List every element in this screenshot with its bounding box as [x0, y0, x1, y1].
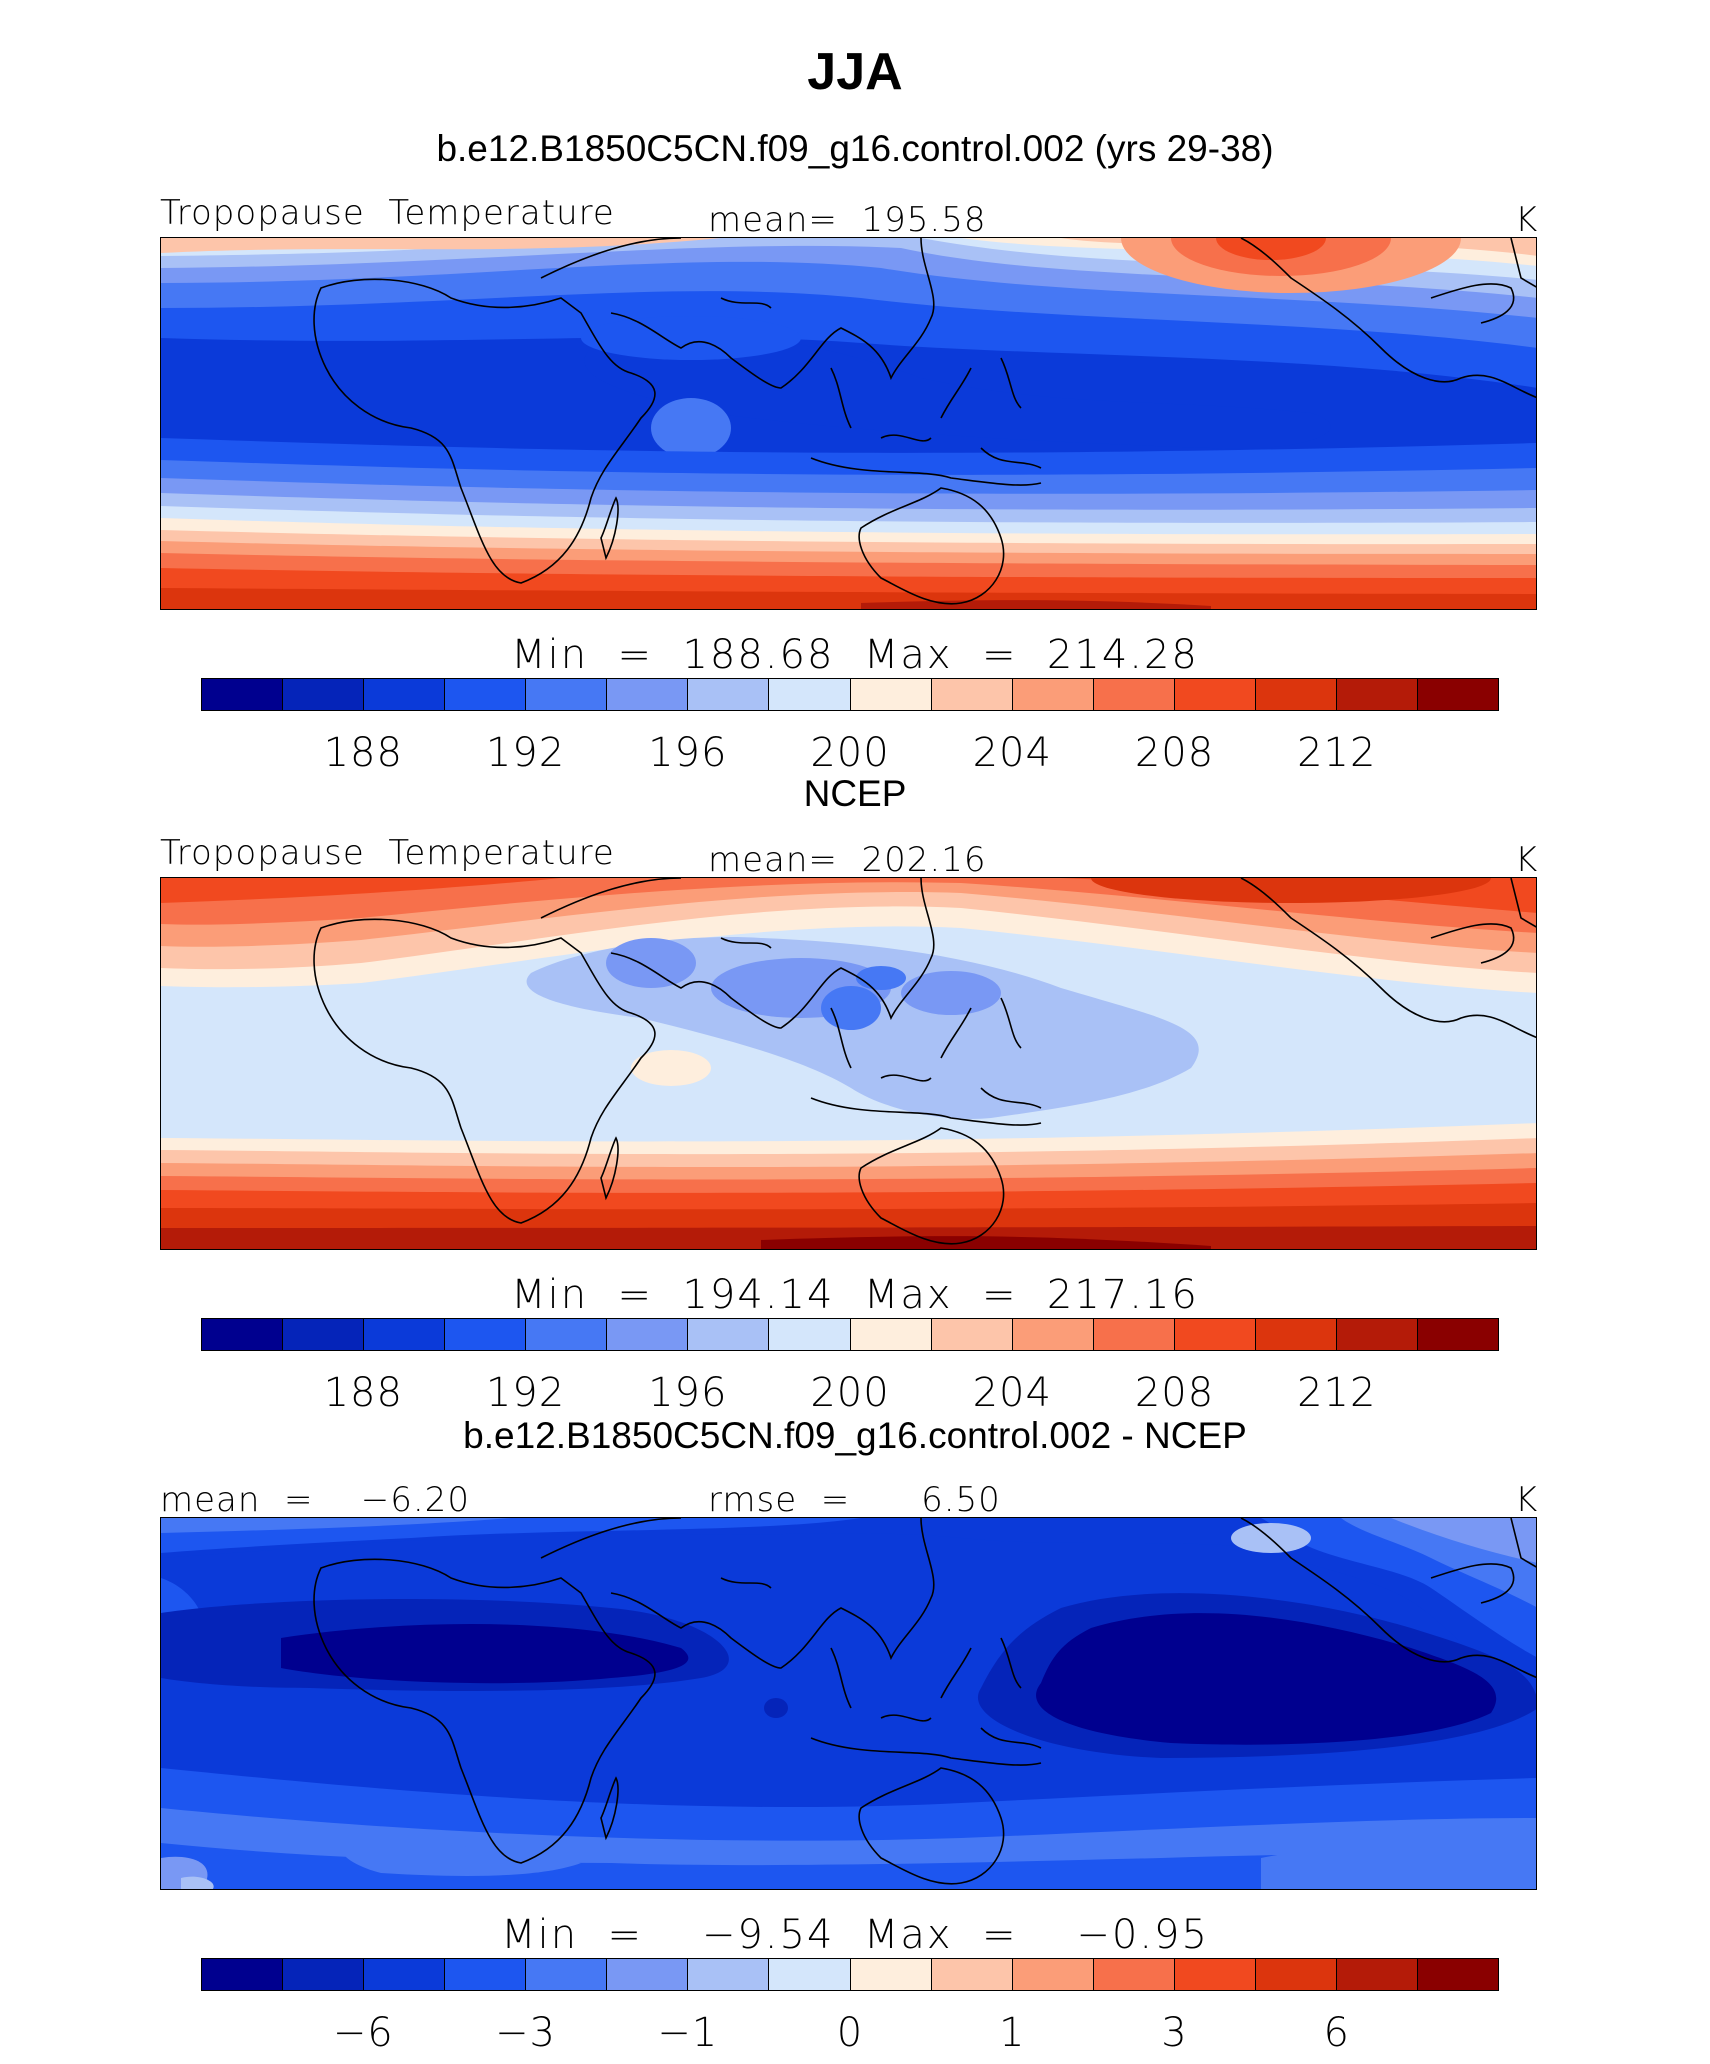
colorbar-swatch	[850, 1319, 932, 1350]
colorbar-swatch	[202, 1959, 284, 1990]
colorbar-swatch	[1174, 679, 1256, 710]
colorbar-tick-label: 6	[1323, 2010, 1350, 2056]
colorbar-swatch	[607, 679, 689, 710]
panel-diff-minmax: Min = −9.54 Max = −0.95	[501, 1912, 1209, 1958]
colorbar-tick-label: 212	[1297, 730, 1377, 776]
colorbar-swatch	[202, 1319, 284, 1350]
colorbar-swatch	[769, 1959, 851, 1990]
colorbar-tick-label: −6	[332, 2010, 394, 2056]
colorbar-swatch	[1012, 679, 1094, 710]
colorbar-tick-label: 208	[1134, 730, 1215, 776]
colorbar-swatch	[931, 679, 1013, 710]
panel-obs-case-title: NCEP	[803, 773, 907, 814]
colorbar-swatch	[1174, 1959, 1256, 1990]
colorbar-swatch	[445, 1319, 527, 1350]
panel-diff-mean-label: mean = −6.20	[160, 1480, 470, 1520]
colorbar-swatch	[1255, 679, 1337, 710]
colorbar-tick-label: 196	[648, 730, 728, 776]
colorbar-swatch	[364, 679, 446, 710]
colorbar-tick-label: 3	[1161, 2010, 1188, 2056]
colorbar-tick-label: 208	[1134, 1370, 1215, 1416]
colorbar-swatch	[202, 679, 284, 710]
panel-model-variable-label: Tropopause Temperature	[160, 193, 615, 233]
colorbar-swatch	[1336, 1319, 1418, 1350]
colorbar-swatch	[1093, 1319, 1175, 1350]
colorbar-swatch	[850, 1959, 932, 1990]
panel-diff-rmse-label: rmse = 6.50	[708, 1480, 1001, 1520]
colorbar-tick-label: 1	[999, 2010, 1026, 2056]
panel-model-minmax: Min = 188.68 Max = 214.28	[511, 632, 1199, 678]
panel-obs-map	[160, 877, 1537, 1250]
colorbar-tick-label: 200	[810, 1370, 890, 1416]
colorbar-swatch	[931, 1959, 1013, 1990]
colorbar-tick-label: 204	[972, 1370, 1052, 1416]
colorbar-swatch	[364, 1319, 446, 1350]
colorbar-swatch	[688, 679, 770, 710]
colorbar-swatch	[364, 1959, 446, 1990]
colorbar-tick-label: 200	[810, 730, 890, 776]
colorbar-tick-label: 212	[1297, 1370, 1377, 1416]
colorbar-swatch	[1093, 679, 1175, 710]
colorbar-tick-label: 204	[972, 730, 1052, 776]
panel-model-mean-label: mean= 195.58	[708, 200, 987, 240]
panel-obs-mean-label: mean= 202.16	[708, 840, 987, 880]
colorbar-swatch	[769, 1319, 851, 1350]
panel-model-map	[160, 237, 1537, 610]
colorbar-swatch	[607, 1319, 689, 1350]
colorbar-swatch	[1417, 679, 1498, 710]
colorbar-swatch	[1336, 679, 1418, 710]
colorbar-swatch	[1417, 1959, 1498, 1990]
colorbar-swatch	[850, 679, 932, 710]
panel-model-case-title: b.e12.B1850C5CN.f09_g16.control.002 (yrs…	[436, 128, 1274, 169]
colorbar-swatch	[283, 1319, 365, 1350]
colorbar-swatch	[769, 679, 851, 710]
colorbar-swatch	[607, 1959, 689, 1990]
colorbar-swatch	[1012, 1319, 1094, 1350]
colorbar-swatch	[1255, 1319, 1337, 1350]
panel-model-colorbar	[201, 678, 1499, 711]
colorbar-tick-label: −3	[495, 2010, 556, 2056]
colorbar-swatch	[526, 1319, 608, 1350]
colorbar-swatch	[1336, 1959, 1418, 1990]
colorbar-swatch	[1255, 1959, 1337, 1990]
panel-diff-case-title: b.e12.B1850C5CN.f09_g16.control.002 - NC…	[463, 1415, 1247, 1456]
colorbar-swatch	[931, 1319, 1013, 1350]
panel-obs-minmax: Min = 194.14 Max = 217.16	[511, 1272, 1199, 1318]
colorbar-swatch	[445, 1959, 527, 1990]
panel-obs-variable-label: Tropopause Temperature	[160, 833, 615, 873]
colorbar-swatch	[526, 679, 608, 710]
colorbar-swatch	[283, 1959, 365, 1990]
colorbar-swatch	[283, 679, 365, 710]
page-title: JJA	[807, 43, 903, 101]
colorbar-swatch	[688, 1959, 770, 1990]
colorbar-tick-label: 188	[323, 730, 403, 776]
colorbar-swatch	[445, 679, 527, 710]
colorbar-tick-label: 188	[323, 1370, 403, 1416]
colorbar-swatch	[526, 1959, 608, 1990]
colorbar-tick-label: −1	[657, 2010, 719, 2056]
panel-diff-map	[160, 1517, 1537, 1890]
colorbar-tick-label: 0	[836, 2010, 864, 2056]
colorbar-swatch	[1417, 1319, 1498, 1350]
colorbar-swatch	[1174, 1319, 1256, 1350]
panel-model-units-label: K	[1515, 200, 1539, 240]
colorbar-tick-label: 192	[485, 730, 566, 776]
panel-obs-units-label: K	[1515, 840, 1539, 880]
panel-obs-colorbar	[201, 1318, 1499, 1351]
panel-diff-units-label: K	[1515, 1480, 1539, 1520]
colorbar-tick-label: 196	[648, 1370, 728, 1416]
colorbar-tick-label: 192	[485, 1370, 566, 1416]
colorbar-swatch	[688, 1319, 770, 1350]
colorbar-swatch	[1012, 1959, 1094, 1990]
panel-diff-colorbar	[201, 1958, 1499, 1991]
colorbar-swatch	[1093, 1959, 1175, 1990]
